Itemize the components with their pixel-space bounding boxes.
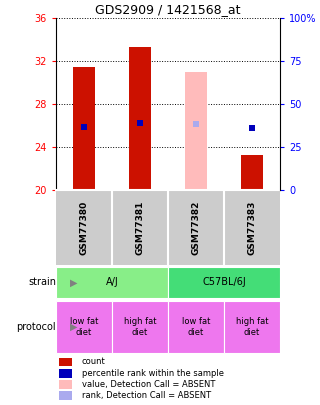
Text: C57BL/6J: C57BL/6J: [202, 277, 246, 288]
Bar: [224, 301, 280, 353]
Text: A/J: A/J: [106, 277, 118, 288]
Text: rank, Detection Call = ABSENT: rank, Detection Call = ABSENT: [82, 391, 211, 400]
Title: GDS2909 / 1421568_at: GDS2909 / 1421568_at: [95, 3, 241, 16]
Text: GSM77382: GSM77382: [191, 200, 201, 255]
Bar: [73, 67, 95, 190]
Text: count: count: [82, 358, 105, 367]
Text: percentile rank within the sample: percentile rank within the sample: [82, 369, 224, 377]
Bar: [185, 72, 207, 190]
Text: low fat
diet: low fat diet: [182, 318, 210, 337]
Text: ▶: ▶: [70, 322, 78, 332]
Text: high fat
diet: high fat diet: [236, 318, 268, 337]
Text: low fat
diet: low fat diet: [70, 318, 98, 337]
Bar: [168, 267, 280, 298]
Text: GSM77380: GSM77380: [79, 201, 89, 255]
Text: strain: strain: [28, 277, 56, 288]
Text: high fat
diet: high fat diet: [124, 318, 156, 337]
Bar: [112, 301, 168, 353]
Text: GSM77383: GSM77383: [247, 200, 257, 255]
Bar: [56, 267, 168, 298]
Text: GSM77381: GSM77381: [135, 200, 145, 255]
Bar: [129, 47, 151, 190]
Bar: [56, 301, 112, 353]
Text: ▶: ▶: [70, 277, 78, 288]
Bar: [241, 155, 263, 190]
Bar: [168, 301, 224, 353]
Text: value, Detection Call = ABSENT: value, Detection Call = ABSENT: [82, 380, 215, 389]
Text: protocol: protocol: [16, 322, 56, 332]
